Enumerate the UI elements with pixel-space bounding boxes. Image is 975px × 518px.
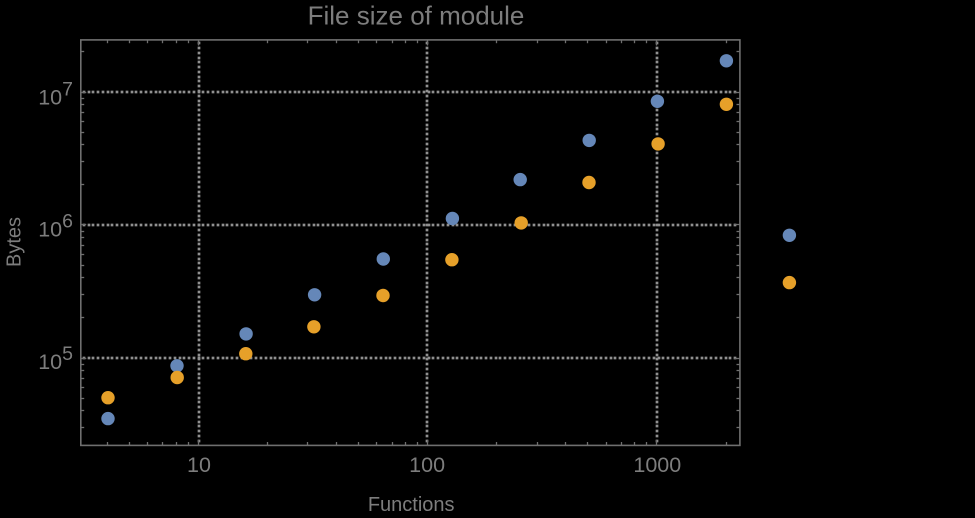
svg-text:Bytes: Bytes — [4, 217, 26, 267]
svg-text:10: 10 — [187, 453, 211, 477]
svg-text:File size of module: File size of module — [308, 0, 525, 30]
svg-text:100: 100 — [409, 453, 445, 477]
svg-text:Functions: Functions — [368, 494, 455, 513]
svg-text:1000: 1000 — [633, 453, 681, 477]
